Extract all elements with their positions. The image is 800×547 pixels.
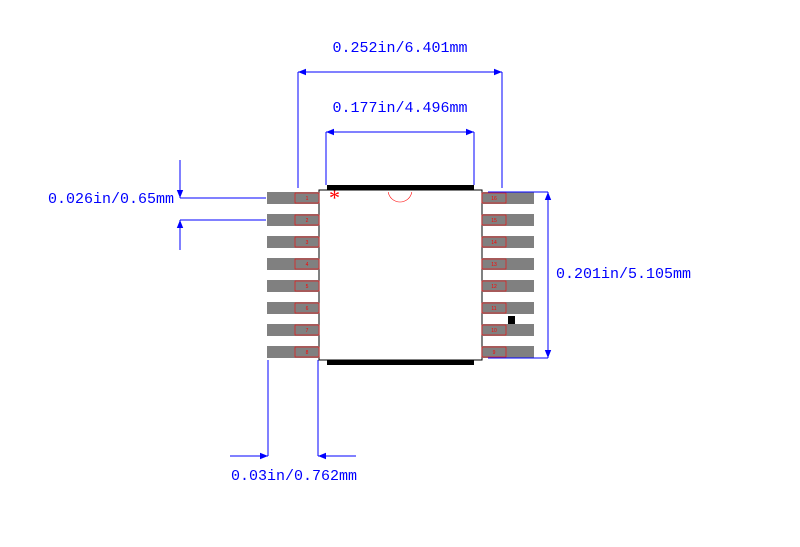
pin-number: 7 (306, 328, 309, 334)
pad-land (267, 346, 319, 358)
pin-number: 8 (306, 350, 309, 356)
pad-land (482, 346, 534, 358)
pad: 14 (482, 236, 534, 248)
pad: 6 (267, 302, 319, 314)
pin-number: 4 (306, 262, 309, 268)
pin-number: 5 (306, 284, 309, 290)
dim-arrow (545, 350, 551, 358)
ic-package: * 1 16 2 15 3 14 4 13 5 12 6 11 7 10 8 9 (267, 185, 534, 365)
dim-label-pad-width: 0.03in/0.762mm (231, 468, 357, 485)
pad-land (482, 280, 534, 292)
pad: 7 (267, 324, 319, 336)
pad: 15 (482, 214, 534, 226)
pin-number: 1 (306, 196, 309, 202)
pad-land (482, 214, 534, 226)
pad: 16 (482, 192, 534, 204)
dim-label-body-width: 0.177in/4.496mm (332, 100, 467, 117)
pad: 1 (267, 192, 319, 204)
dim-arrow (177, 190, 183, 198)
pin-number: 10 (491, 328, 497, 334)
pad: 10 (482, 324, 534, 336)
pin-number: 14 (491, 240, 497, 246)
pad: 9 (482, 346, 534, 358)
pin-number: 9 (493, 350, 496, 356)
pad: 2 (267, 214, 319, 226)
fiducial-mark (508, 316, 515, 325)
body-outline (319, 190, 482, 360)
dim-arrow (318, 453, 326, 459)
pad: 5 (267, 280, 319, 292)
body-edge-bar (327, 360, 474, 365)
pad-land (267, 324, 319, 336)
pin-number: 13 (491, 262, 497, 268)
dim-arrow (177, 220, 183, 228)
pad: 12 (482, 280, 534, 292)
pin-number: 6 (306, 306, 309, 312)
dim-arrow (466, 129, 474, 135)
body-edge-bar (327, 185, 474, 190)
pin-number: 15 (491, 218, 497, 224)
dim-arrow (260, 453, 268, 459)
dim-label-height: 0.201in/5.105mm (556, 266, 691, 283)
pin-number: 16 (491, 196, 497, 202)
pin-number: 12 (491, 284, 497, 290)
dim-label-overall-width: 0.252in/6.401mm (332, 40, 467, 57)
pin1-arc (388, 192, 412, 202)
pin1-star: * (329, 185, 340, 210)
pin-number: 11 (491, 306, 496, 312)
dim-arrow (494, 69, 502, 75)
pad-land (267, 302, 319, 314)
pad-land (267, 258, 319, 270)
pad-land (482, 236, 534, 248)
pad-land (482, 302, 534, 314)
pad: 11 (482, 302, 534, 314)
pad-land (482, 258, 534, 270)
dim-arrow (298, 69, 306, 75)
dim-arrow (545, 192, 551, 200)
pad-land (267, 214, 319, 226)
pin-number: 3 (306, 240, 309, 246)
pad: 13 (482, 258, 534, 270)
pad: 8 (267, 346, 319, 358)
dim-arrow (326, 129, 334, 135)
pad: 3 (267, 236, 319, 248)
pad-land (267, 192, 319, 204)
pad: 4 (267, 258, 319, 270)
pad-land (482, 192, 534, 204)
pad-land (482, 324, 534, 336)
pad-land (267, 280, 319, 292)
pad-land (267, 236, 319, 248)
pin-number: 2 (306, 218, 309, 224)
dim-label-pitch: 0.026in/0.65mm (48, 191, 174, 208)
